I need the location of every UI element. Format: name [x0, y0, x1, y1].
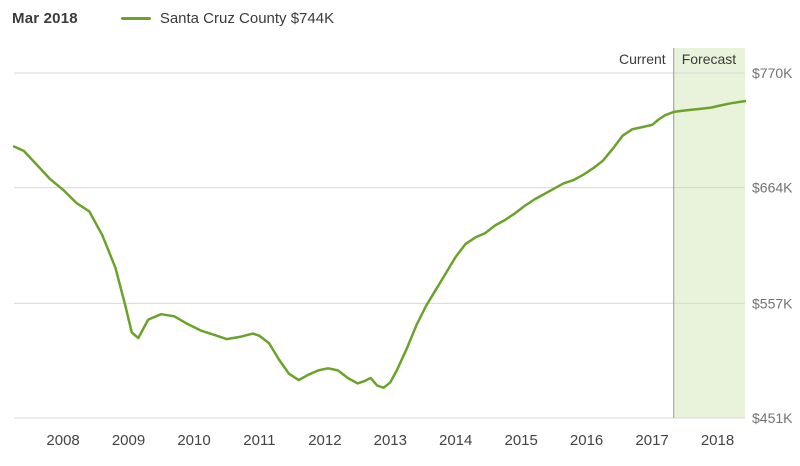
current-label: Current: [619, 51, 666, 67]
x-axis-tick-label: 2014: [439, 432, 472, 449]
x-axis-tick-label: 2015: [505, 432, 538, 449]
legend-label: Santa Cruz County $744K: [159, 10, 335, 27]
y-axis-tick-label: $664K: [752, 180, 793, 196]
forecast-label: Forecast: [682, 51, 737, 67]
value-line: [12, 99, 747, 389]
x-axis-tick-label: 2012: [308, 432, 341, 449]
legend-line-swatch: [120, 17, 151, 20]
x-axis-tick-label: 2013: [374, 432, 407, 449]
x-axis-tick-label: 2009: [112, 432, 145, 449]
legend: Santa Cruz County $744K: [120, 10, 335, 27]
chart-header: Mar 2018 Santa Cruz County $744K: [12, 10, 334, 27]
y-axis-tick-label: $557K: [752, 295, 793, 311]
x-axis-tick-label: 2008: [46, 432, 79, 449]
x-axis-tick-label: 2017: [635, 432, 668, 449]
date-label: Mar 2018: [12, 10, 78, 27]
y-axis-tick-label: $451K: [752, 410, 793, 426]
x-axis-tick-label: 2011: [243, 432, 275, 449]
x-axis-tick-label: 2016: [570, 432, 603, 449]
x-axis-tick-label: 2010: [177, 432, 210, 449]
x-axis-tick-label: 2018: [701, 432, 734, 449]
y-axis-tick-label: $770K: [752, 65, 793, 81]
